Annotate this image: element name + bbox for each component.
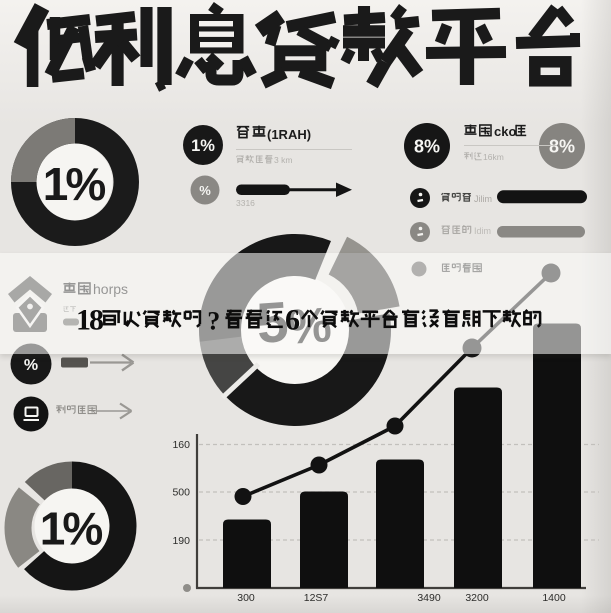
svg-text:(1RAH): (1RAH) — [267, 127, 311, 142]
svg-text:%: % — [24, 357, 38, 374]
svg-text:3200: 3200 — [465, 592, 489, 604]
svg-text:1%: 1% — [43, 158, 106, 210]
svg-text:8%: 8% — [549, 137, 575, 157]
svg-text:Jilim: Jilim — [474, 194, 492, 204]
svg-text:1400: 1400 — [542, 592, 566, 604]
svg-text:1%: 1% — [40, 503, 103, 555]
svg-text:?: ? — [207, 307, 220, 336]
svg-text:3 km: 3 km — [274, 155, 292, 165]
svg-text:cko: cko — [494, 124, 516, 139]
svg-text:16km: 16km — [483, 152, 504, 162]
svg-text:12S7: 12S7 — [304, 592, 329, 604]
svg-text:300: 300 — [237, 592, 255, 604]
svg-text:8%: 8% — [414, 137, 440, 157]
svg-text:190: 190 — [172, 535, 190, 547]
svg-text:1%: 1% — [191, 137, 215, 155]
svg-text:Idim: Idim — [474, 226, 491, 236]
svg-text:18: 18 — [76, 304, 103, 337]
svg-text:500: 500 — [172, 487, 190, 499]
svg-text:6: 6 — [285, 304, 300, 337]
svg-text:3490: 3490 — [417, 592, 441, 604]
svg-text:%: % — [199, 183, 211, 198]
svg-text:3316: 3316 — [236, 198, 255, 208]
svg-text:160: 160 — [172, 439, 190, 451]
